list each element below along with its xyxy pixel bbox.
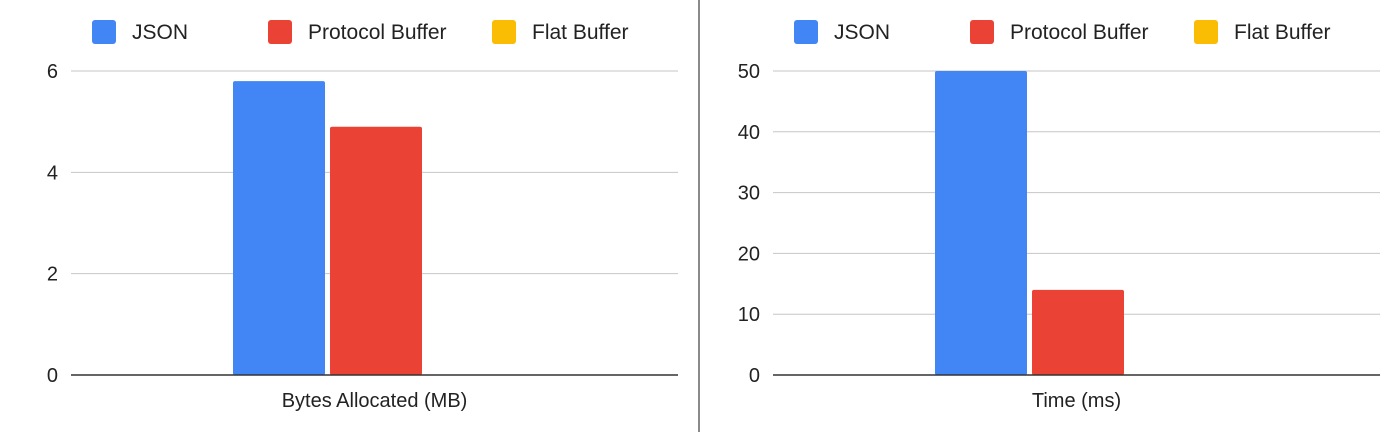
bar-json (935, 71, 1027, 375)
legend-swatch-protocol-buffer (970, 20, 994, 44)
y-tick-label: 10 (738, 304, 760, 326)
y-tick-label: 4 (47, 162, 58, 184)
y-tick-label: 0 (47, 365, 58, 387)
legend-label-json: JSON (132, 21, 188, 44)
x-category-label: Time (ms) (1032, 390, 1121, 412)
y-tick-label: 6 (47, 61, 58, 83)
x-category-label: Bytes Allocated (MB) (282, 390, 468, 412)
legend-label-flat-buffer: Flat Buffer (532, 21, 629, 44)
legend-swatch-protocol-buffer (268, 20, 292, 44)
legend-item-json: JSON (794, 20, 890, 44)
legend-swatch-flat-buffer (492, 20, 516, 44)
legend-item-json: JSON (92, 20, 188, 44)
y-tick-label: 2 (47, 264, 58, 286)
chart-divider (698, 0, 700, 432)
time-chart-panel: JSON Protocol Buffer Flat Buffer 0 10 20 30 40 5… (700, 0, 1400, 432)
y-tick-label: 20 (738, 243, 760, 265)
y-tick-label: 50 (738, 61, 760, 83)
legend-item-flat-buffer: Flat Buffer (1194, 20, 1331, 44)
legend-label-json: JSON (834, 21, 890, 44)
legend-swatch-json (92, 20, 116, 44)
bar-protocol-buffer (330, 126, 422, 375)
legend-label-flat-buffer: Flat Buffer (1234, 21, 1331, 44)
legend-label-protocol-buffer: Protocol Buffer (308, 21, 447, 44)
legend-item-flat-buffer: Flat Buffer (492, 20, 629, 44)
y-tick-label: 40 (738, 122, 760, 144)
bytes-allocated-chart: JSON Protocol Buffer Flat Buffer 0 2 4 6 Bytes … (47, 20, 678, 412)
legend-item-protocol-buffer: Protocol Buffer (268, 20, 447, 44)
time-chart: JSON Protocol Buffer Flat Buffer 0 10 20 30 40 5… (738, 20, 1380, 412)
bar-json (233, 81, 325, 375)
bar-protocol-buffer (1032, 289, 1124, 375)
y-tick-label: 0 (749, 365, 760, 387)
legend-swatch-json (794, 20, 818, 44)
y-tick-label: 30 (738, 183, 760, 205)
legend-label-protocol-buffer: Protocol Buffer (1010, 21, 1149, 44)
legend-swatch-flat-buffer (1194, 20, 1218, 44)
legend: JSON Protocol Buffer Flat Buffer (794, 20, 1331, 44)
legend-item-protocol-buffer: Protocol Buffer (970, 20, 1149, 44)
bytes-allocated-chart-panel: JSON Protocol Buffer Flat Buffer 0 2 4 6 Bytes … (0, 0, 698, 432)
legend: JSON Protocol Buffer Flat Buffer (92, 20, 629, 44)
